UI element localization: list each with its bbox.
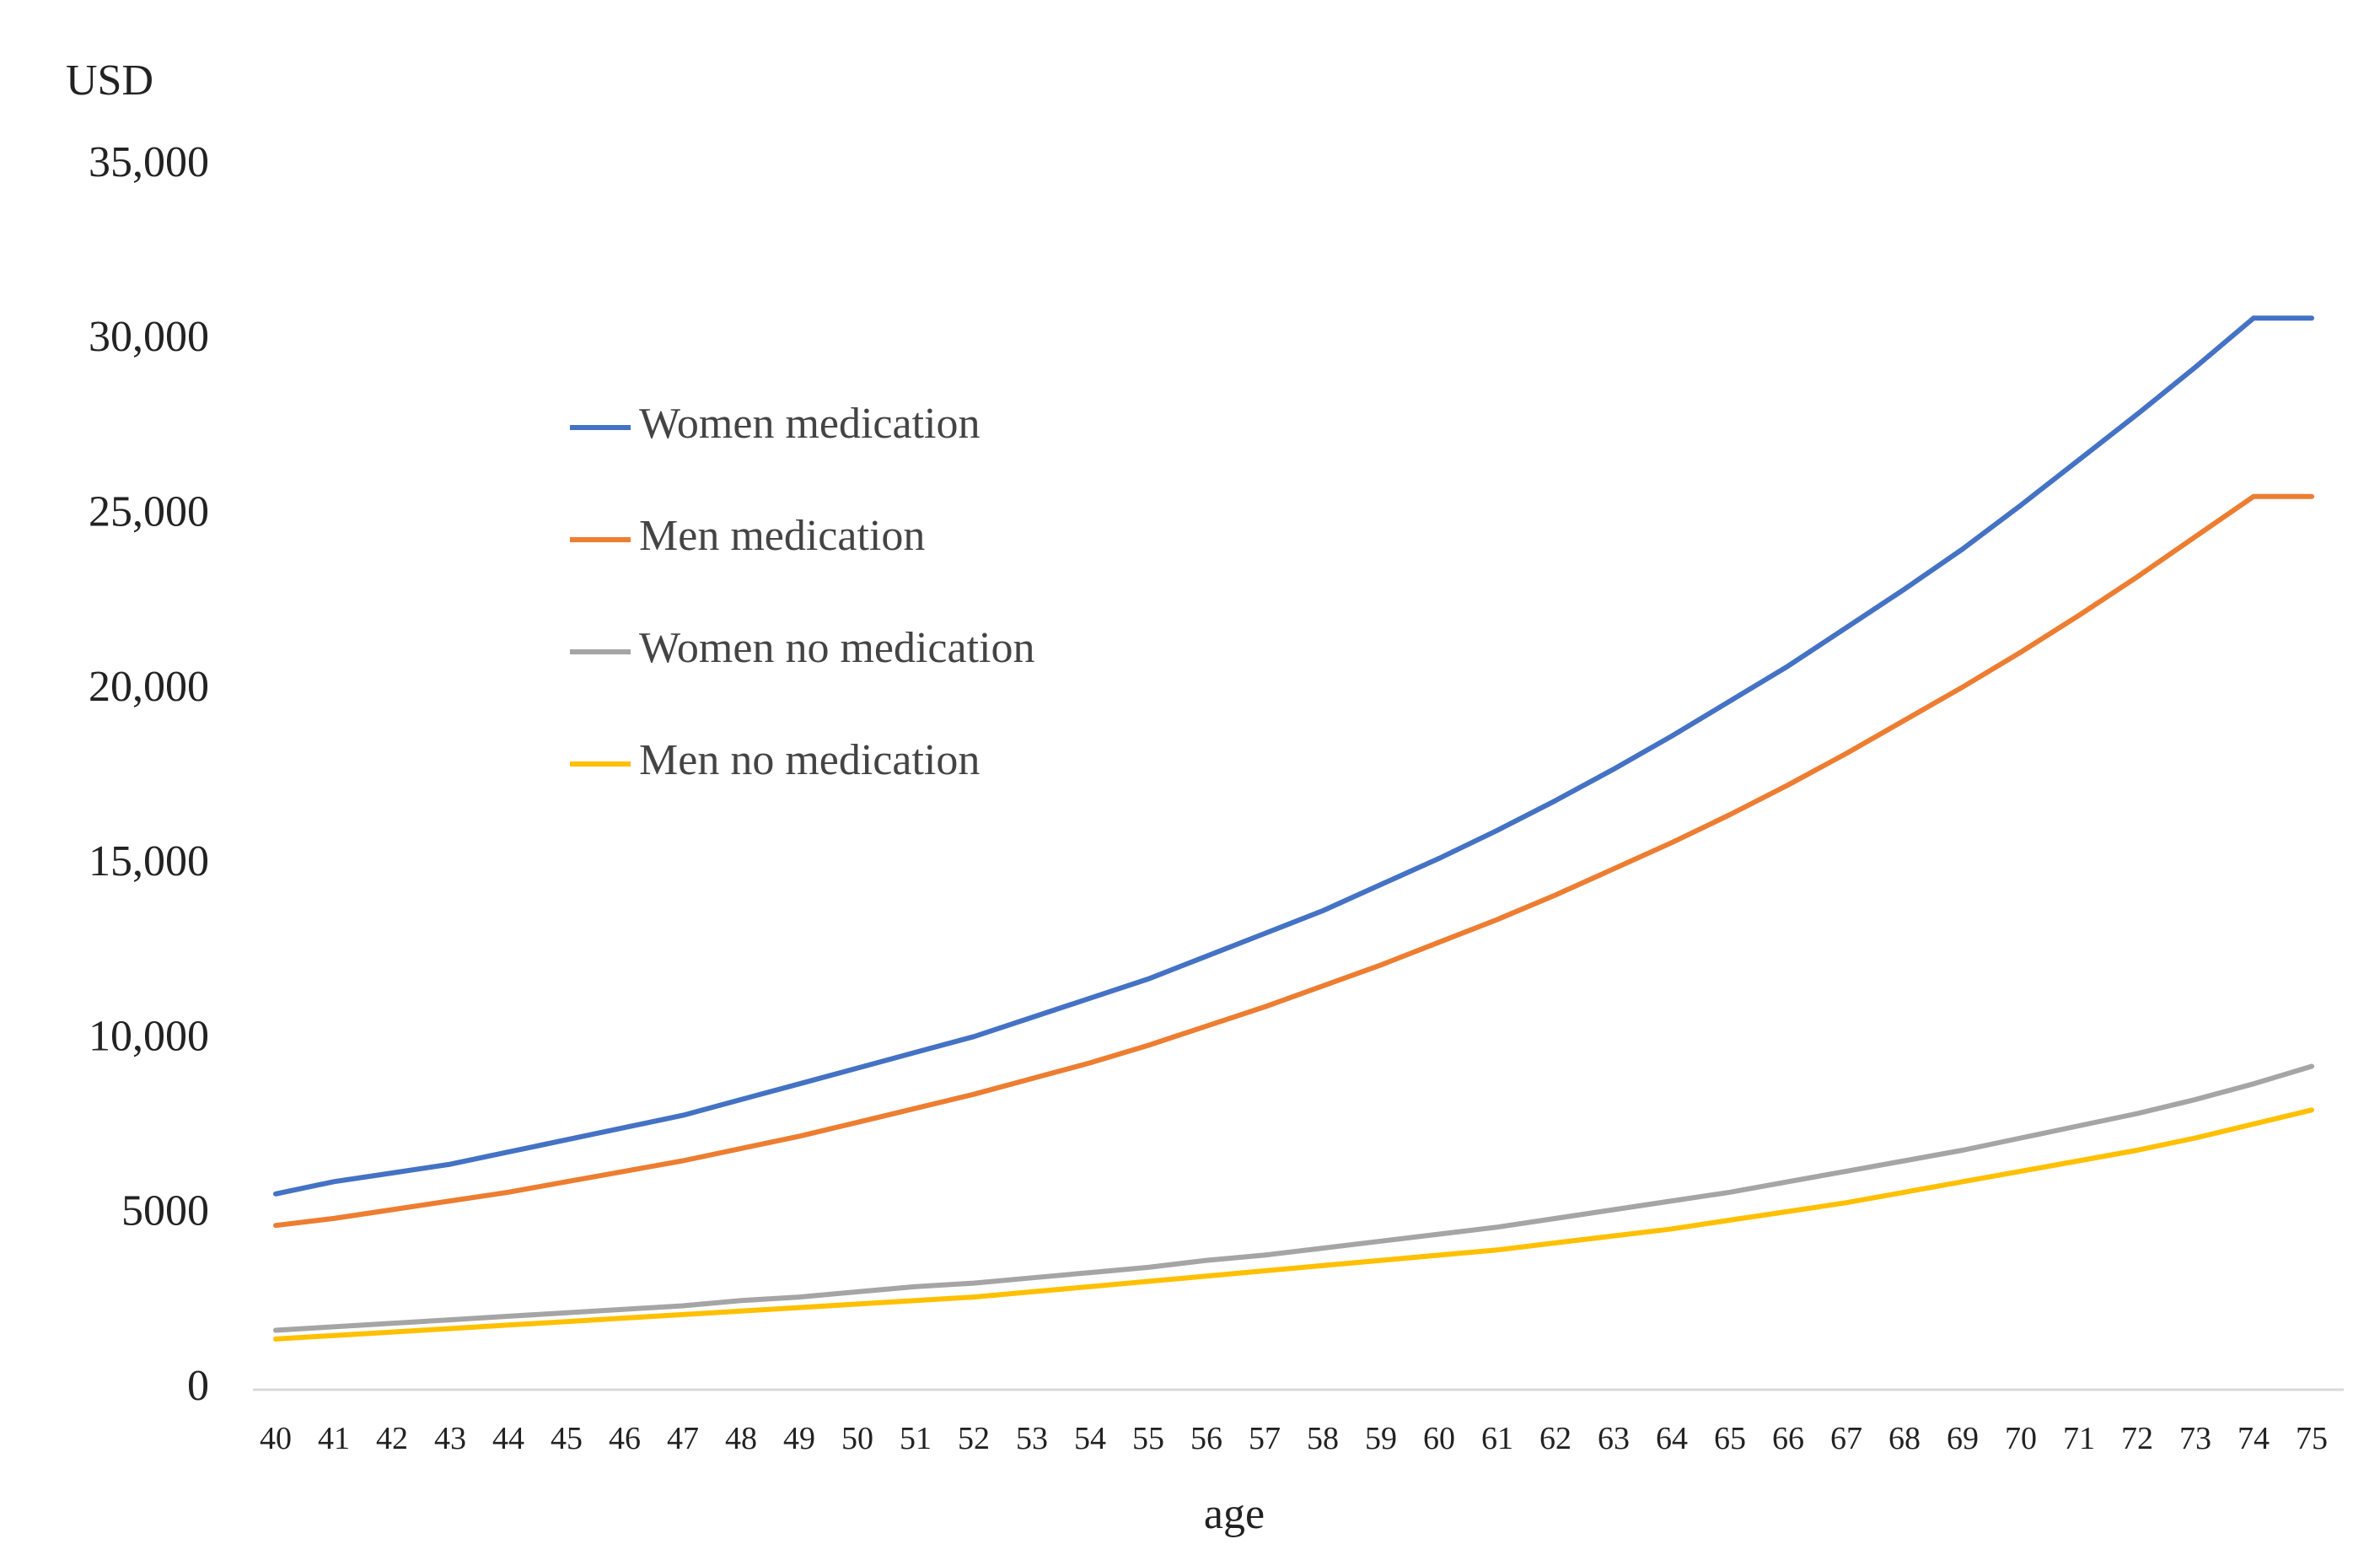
x-tick-label: 72 bbox=[2121, 1421, 2153, 1456]
x-tick-label: 70 bbox=[2005, 1421, 2037, 1456]
x-tick-label: 51 bbox=[900, 1421, 932, 1456]
x-tick-label: 66 bbox=[1772, 1421, 1804, 1456]
series-lines bbox=[273, 315, 2314, 1342]
legend-item: Men no medication bbox=[570, 736, 980, 784]
x-tick-label: 48 bbox=[725, 1421, 757, 1456]
legend-label: Men no medication bbox=[639, 736, 980, 784]
x-tick-label: 59 bbox=[1365, 1421, 1397, 1456]
x-tick-label: 62 bbox=[1539, 1421, 1571, 1456]
y-tick-label: 25,000 bbox=[89, 488, 209, 536]
legend-item: Women medication bbox=[570, 400, 980, 448]
x-tick-label: 57 bbox=[1249, 1421, 1281, 1456]
x-tick-label: 58 bbox=[1307, 1421, 1339, 1456]
x-tick-label: 67 bbox=[1830, 1421, 1862, 1456]
x-tick-label: 47 bbox=[667, 1421, 699, 1456]
legend-label: Women no medication bbox=[639, 624, 1034, 672]
x-tick-label: 43 bbox=[434, 1421, 466, 1456]
y-tick-label: 30,000 bbox=[89, 313, 209, 361]
series-line-3 bbox=[273, 1063, 2314, 1333]
x-tick-label: 44 bbox=[492, 1421, 524, 1456]
legend-item: Men medication bbox=[570, 512, 925, 560]
x-tick-label: 65 bbox=[1714, 1421, 1746, 1456]
x-tick-label: 56 bbox=[1190, 1421, 1222, 1456]
y-axis-ticks: 0 5000 10,000 15,000 20,000 25,000 30,000 35,00… bbox=[89, 138, 209, 1410]
legend-label: Women medication bbox=[639, 400, 980, 448]
x-axis-ticks: 40 41 42 43 44 45 46 47 48 49 50 51 52 53 54 55 56 57 58 59… bbox=[260, 1421, 2328, 1456]
series-line-1 bbox=[273, 315, 2314, 1197]
x-tick-label: 73 bbox=[2179, 1421, 2211, 1456]
x-tick-label: 55 bbox=[1132, 1421, 1164, 1456]
x-tick-label: 46 bbox=[609, 1421, 641, 1456]
y-axis-title: USD bbox=[66, 56, 153, 105]
x-tick-label: 74 bbox=[2238, 1421, 2270, 1456]
x-tick-label: 54 bbox=[1074, 1421, 1106, 1456]
x-tick-label: 53 bbox=[1016, 1421, 1048, 1456]
x-tick-label: 50 bbox=[841, 1421, 873, 1456]
x-tick-label: 52 bbox=[958, 1421, 990, 1456]
x-tick-label: 61 bbox=[1481, 1421, 1513, 1456]
x-tick-label: 42 bbox=[376, 1421, 408, 1456]
x-axis-title: age bbox=[1204, 1490, 1265, 1538]
legend: Women medication Men medication Women no m… bbox=[570, 400, 1034, 784]
x-tick-label: 64 bbox=[1656, 1421, 1688, 1456]
y-tick-label: 35,000 bbox=[89, 138, 209, 186]
x-tick-label: 41 bbox=[318, 1421, 350, 1456]
y-tick-label: 20,000 bbox=[89, 663, 209, 711]
x-tick-label: 45 bbox=[551, 1421, 583, 1456]
y-tick-label: 10,000 bbox=[89, 1012, 209, 1060]
x-tick-label: 71 bbox=[2063, 1421, 2095, 1456]
x-tick-label: 75 bbox=[2296, 1421, 2328, 1456]
y-tick-label: 5000 bbox=[121, 1187, 209, 1235]
y-tick-label: 0 bbox=[187, 1362, 209, 1410]
x-tick-label: 49 bbox=[783, 1421, 815, 1456]
x-tick-label: 40 bbox=[260, 1421, 292, 1456]
legend-label: Men medication bbox=[639, 512, 925, 560]
y-tick-label: 15,000 bbox=[89, 837, 209, 885]
series-line-4 bbox=[273, 1107, 2314, 1342]
x-tick-label: 68 bbox=[1888, 1421, 1921, 1456]
x-tick-label: 69 bbox=[1947, 1421, 1979, 1456]
x-tick-label: 63 bbox=[1598, 1421, 1630, 1456]
legend-item: Women no medication bbox=[570, 624, 1034, 672]
series-line-2 bbox=[273, 493, 2314, 1229]
x-tick-label: 60 bbox=[1423, 1421, 1455, 1456]
